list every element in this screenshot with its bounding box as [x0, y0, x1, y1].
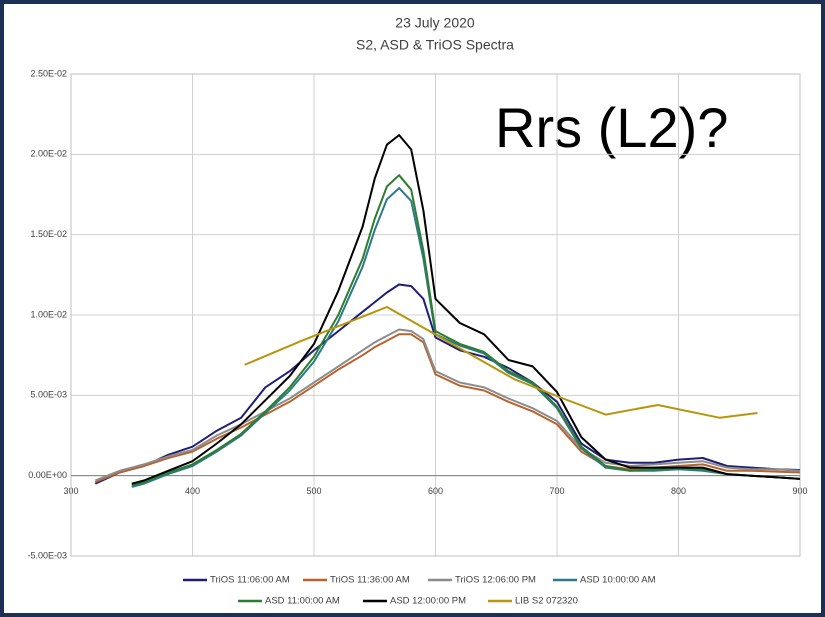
x-tick-label: 400 — [185, 486, 200, 496]
series-line — [131, 134, 801, 485]
y-tick-label: 1.50E-02 — [30, 229, 67, 239]
chart-background — [4, 4, 821, 613]
y-tick-label: -5.00E-03 — [27, 550, 67, 560]
annotation: Rrs (L2)? — [495, 96, 728, 159]
y-tick-label: 1.00E-02 — [30, 309, 67, 319]
legend-label: TriOS 11:36:00 AM — [330, 575, 410, 586]
series-line — [94, 328, 801, 482]
y-tick-label: 0.00E+00 — [28, 470, 67, 480]
chart-subtitle: S2, ASD & TriOS Spectra — [356, 37, 514, 53]
legend-label: ASD 10:00:00 AM — [580, 575, 656, 586]
legend-label: ASD 12:00:00 PM — [390, 596, 466, 607]
x-tick-label: 600 — [428, 486, 443, 496]
legend-label: ASD 11:00:00 AM — [265, 596, 340, 607]
y-tick-label: 2.00E-02 — [30, 149, 67, 159]
series-line — [94, 283, 801, 485]
chart-title: 23 July 2020 — [395, 15, 475, 31]
plot-frame — [70, 73, 801, 557]
x-tick-label: 700 — [549, 486, 564, 496]
x-tick-label: 500 — [306, 486, 321, 496]
series-line — [94, 333, 801, 484]
legend-label: TriOS 12:06:00 PM — [455, 575, 536, 586]
y-tick-label: 2.50E-02 — [30, 68, 67, 78]
legend-label: LIB S2 072320 — [515, 596, 578, 607]
legend-label: TriOS 11:06:00 AM — [210, 575, 290, 586]
x-tick-label: 800 — [671, 486, 686, 496]
series-line — [244, 306, 758, 419]
y-tick-label: 5.00E-03 — [30, 390, 67, 400]
